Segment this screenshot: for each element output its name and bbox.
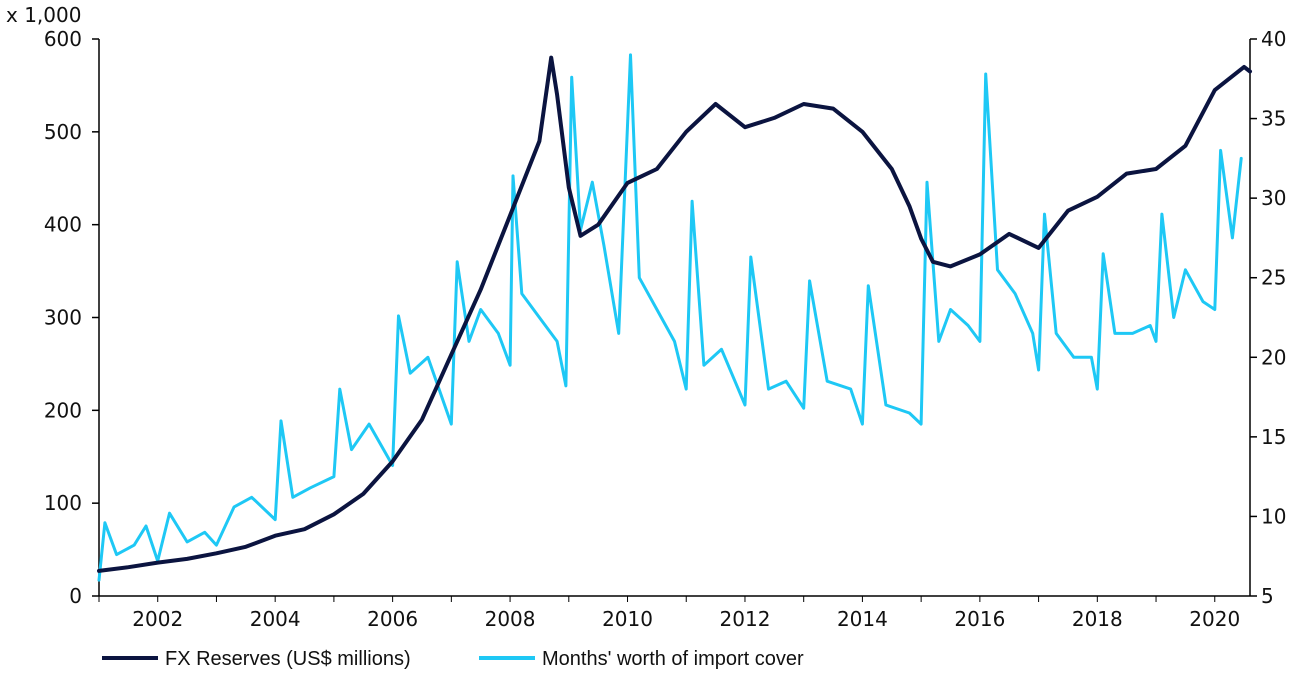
y-right-tick-label: 25: [1261, 266, 1286, 290]
y-right-tick-label: 30: [1261, 186, 1286, 210]
x-tick-label: 2010: [602, 607, 653, 631]
series-layer: [97, 53, 1252, 582]
y-right-tick-label: 15: [1261, 425, 1286, 449]
y-right-tick-label: 20: [1261, 345, 1286, 369]
y-left-tick-label: 200: [44, 398, 82, 422]
series-line-import-cover: [97, 53, 1243, 582]
axes: 0 100 200 300 400 500 600 5 10 15 20 25 30 35 40 2002 20…: [44, 27, 1287, 631]
x-tick-label: 2012: [720, 607, 771, 631]
legend-label-import-cover: Months' worth of import cover: [542, 648, 804, 670]
x-tick-label: 2020: [1189, 607, 1240, 631]
x-tick-label: 2008: [485, 607, 536, 631]
series-line-fx-reserves: [97, 55, 1252, 573]
y-left-multiplier-label: x 1,000: [6, 3, 81, 27]
y-right-tick-label: 5: [1261, 584, 1274, 608]
y-right-tick-label: 10: [1261, 504, 1286, 528]
y-left-tick-label: 300: [44, 306, 82, 330]
y-right-tick-label: 35: [1261, 107, 1286, 131]
y-right-tick-label: 40: [1261, 27, 1286, 51]
y-left-tick-label: 100: [44, 491, 82, 515]
y-left-tick-label: 500: [44, 120, 82, 144]
x-tick-label: 2016: [954, 607, 1005, 631]
legend-label-fx-reserves: FX Reserves (US$ millions): [165, 648, 411, 670]
y-left-tick-label: 400: [44, 213, 82, 237]
y-left-tick-label: 600: [44, 27, 82, 51]
x-tick-label: 2018: [1072, 607, 1123, 631]
x-tick-label: 2004: [250, 607, 301, 631]
y-left-tick-label: 0: [69, 584, 82, 608]
legend: FX Reserves (US$ millions) Months' worth…: [102, 648, 804, 670]
x-tick-label: 2014: [837, 607, 888, 631]
x-tick-label: 2002: [132, 607, 183, 631]
x-tick-label: 2006: [367, 607, 418, 631]
